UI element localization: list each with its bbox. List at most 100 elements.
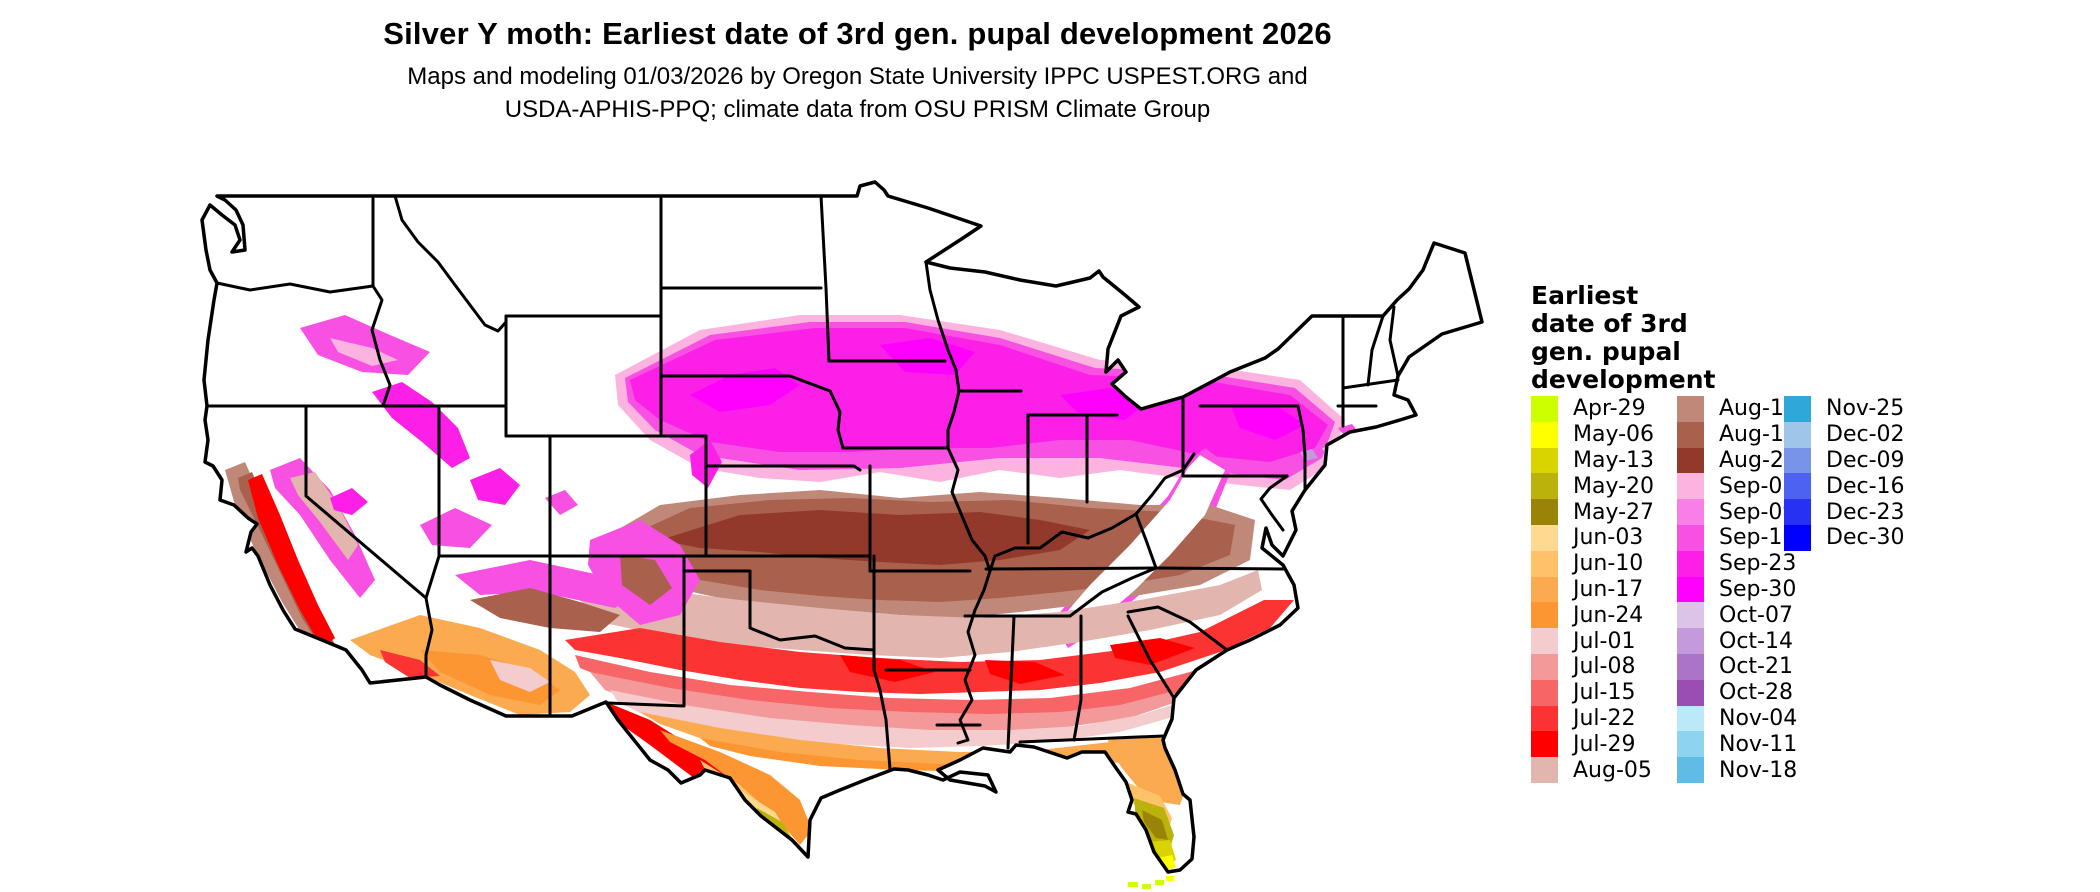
- legend-swatch: [1677, 705, 1704, 732]
- legend-swatch: [1677, 499, 1704, 525]
- band-aug05: [580, 570, 1262, 658]
- legend-label: Aug-05: [1573, 757, 1652, 783]
- patch-jul29-b: [985, 660, 1065, 684]
- florida-keys: [1128, 876, 1174, 889]
- legend-label: Dec-09: [1826, 447, 1905, 473]
- legend-item: Oct-28: [1677, 679, 1798, 706]
- legend-item: Dec-09: [1784, 447, 1905, 474]
- legend-item: Nov-25: [1784, 396, 1905, 422]
- border-mississippi-river: [924, 260, 992, 745]
- legend-label: May-13: [1573, 447, 1655, 473]
- legend-item: Jun-24: [1531, 602, 1654, 629]
- legend-swatch: [1677, 550, 1704, 577]
- subtitle-line-1: Maps and modeling 01/03/2026 by Oregon S…: [407, 63, 1308, 90]
- legend-swatch: [1677, 628, 1704, 654]
- legend-swatch: [1677, 679, 1704, 706]
- legend-label: Jun-03: [1573, 525, 1644, 551]
- legend-item: Dec-16: [1784, 473, 1905, 500]
- legend-column-1: Apr-29 May-06 May-13 May-20 May-27 Jun-03 Jun-…: [1531, 396, 1654, 783]
- band-jul22: [565, 600, 1294, 694]
- border-ne-ia-missouri: [828, 389, 845, 450]
- legend-item: Apr-29: [1531, 396, 1654, 422]
- border-vt-nh: [1366, 314, 1385, 387]
- legend-label: Jul-15: [1573, 680, 1636, 706]
- legend-swatch: [1784, 473, 1811, 500]
- legend-label: Nov-04: [1719, 705, 1798, 731]
- legend-label: Oct-14: [1719, 628, 1793, 654]
- legend-item: Aug-12: [1677, 396, 1798, 422]
- patch-jul29-c: [1110, 638, 1195, 665]
- border-ohio-river: [988, 452, 1196, 573]
- legend-label: Jun-10: [1573, 551, 1644, 577]
- legend-item: Oct-21: [1677, 653, 1798, 680]
- border-ca-nv: [304, 404, 434, 679]
- legend-label: Dec-30: [1826, 525, 1905, 551]
- patch-nv-a: [330, 488, 368, 515]
- legend-swatch: [1784, 524, 1811, 551]
- legend-item: Nov-18: [1677, 757, 1798, 783]
- border-nd-mn: [819, 194, 831, 363]
- legend-label: May-20: [1573, 473, 1655, 499]
- legend-column-3: Nov-25 Dec-02 Dec-09 Dec-16 Dec-23 Dec-30: [1784, 396, 1905, 551]
- legend-swatch: [1531, 473, 1558, 500]
- patch-sierra-fringe: [270, 458, 375, 598]
- border-ga-sc: [1126, 614, 1176, 700]
- legend-item: Aug-05: [1531, 757, 1654, 783]
- legend-label: Oct-28: [1719, 680, 1793, 706]
- legend-swatch: [1531, 396, 1558, 422]
- legend-item: Nov-04: [1677, 705, 1798, 732]
- border-ma-north: [1341, 378, 1400, 390]
- patch-ca-valley-red: [248, 474, 335, 648]
- legend-label: Oct-21: [1719, 654, 1793, 680]
- legend-label: Dec-02: [1826, 422, 1905, 448]
- subtitle-line-2: USDA-APHIS-PPQ; climate data from OSU PR…: [504, 96, 1211, 123]
- legend-label: May-27: [1573, 499, 1655, 525]
- border-id-mt: [393, 194, 508, 333]
- patch-mogollon-fringe: [455, 560, 640, 608]
- legend-swatch: [1784, 499, 1811, 525]
- legend-swatch: [1677, 421, 1704, 448]
- patch-mogollon-brown: [470, 588, 620, 632]
- legend-title: Earliest date of 3rd gen. pupal developm…: [1531, 281, 1716, 394]
- legend-label: Nov-11: [1719, 731, 1798, 757]
- legend-item: Dec-23: [1784, 499, 1905, 525]
- legend-item: Jul-29: [1531, 731, 1654, 758]
- legend-item: Jul-22: [1531, 705, 1654, 732]
- keys-dot: [1142, 884, 1151, 889]
- legend-swatch: [1531, 447, 1558, 474]
- map-fill-layers: [202, 182, 1482, 872]
- legend-label: Sep-16: [1719, 525, 1797, 551]
- patch-ut-b: [545, 490, 578, 515]
- legend-label: May-06: [1573, 422, 1655, 448]
- legend-label: Dec-23: [1826, 499, 1905, 525]
- legend-label: Sep-09: [1719, 499, 1797, 525]
- border-sd-ne: [659, 374, 832, 393]
- legend-item: Jul-08: [1531, 653, 1654, 680]
- legend-item: Sep-16: [1677, 524, 1798, 551]
- border-tn-nc-smokies: [1068, 566, 1158, 618]
- legend-item: Dec-02: [1784, 421, 1905, 448]
- legend-swatch: [1531, 550, 1558, 577]
- legend-item: Jul-15: [1531, 679, 1654, 706]
- legend-item: Dec-30: [1784, 524, 1905, 551]
- legend-item: May-27: [1531, 499, 1654, 525]
- patch-sep30-d: [1230, 405, 1305, 440]
- border-al-ga: [1072, 614, 1083, 742]
- legend-item: Nov-11: [1677, 731, 1798, 758]
- border-nc-sc: [1126, 605, 1229, 652]
- legend-swatch: [1677, 524, 1704, 551]
- subtitle: Maps and modeling 01/03/2026 by Oregon S…: [0, 60, 1715, 126]
- legend-label: Apr-29: [1573, 396, 1646, 422]
- keys-dot: [1166, 876, 1174, 881]
- patch-fl-may27: [1142, 810, 1168, 840]
- border-ny-pa: [1198, 404, 1307, 490]
- patch-sep30-b: [880, 338, 975, 375]
- legend-label: Jul-22: [1573, 705, 1636, 731]
- legend-label: Sep-23: [1719, 551, 1797, 577]
- legend-swatch: [1677, 653, 1704, 680]
- legend-swatch: [1531, 757, 1558, 783]
- legend-item: Sep-09: [1677, 499, 1798, 525]
- legend-item: Aug-19: [1677, 421, 1798, 448]
- legend-item: May-13: [1531, 447, 1655, 474]
- legend-swatch: [1531, 679, 1558, 706]
